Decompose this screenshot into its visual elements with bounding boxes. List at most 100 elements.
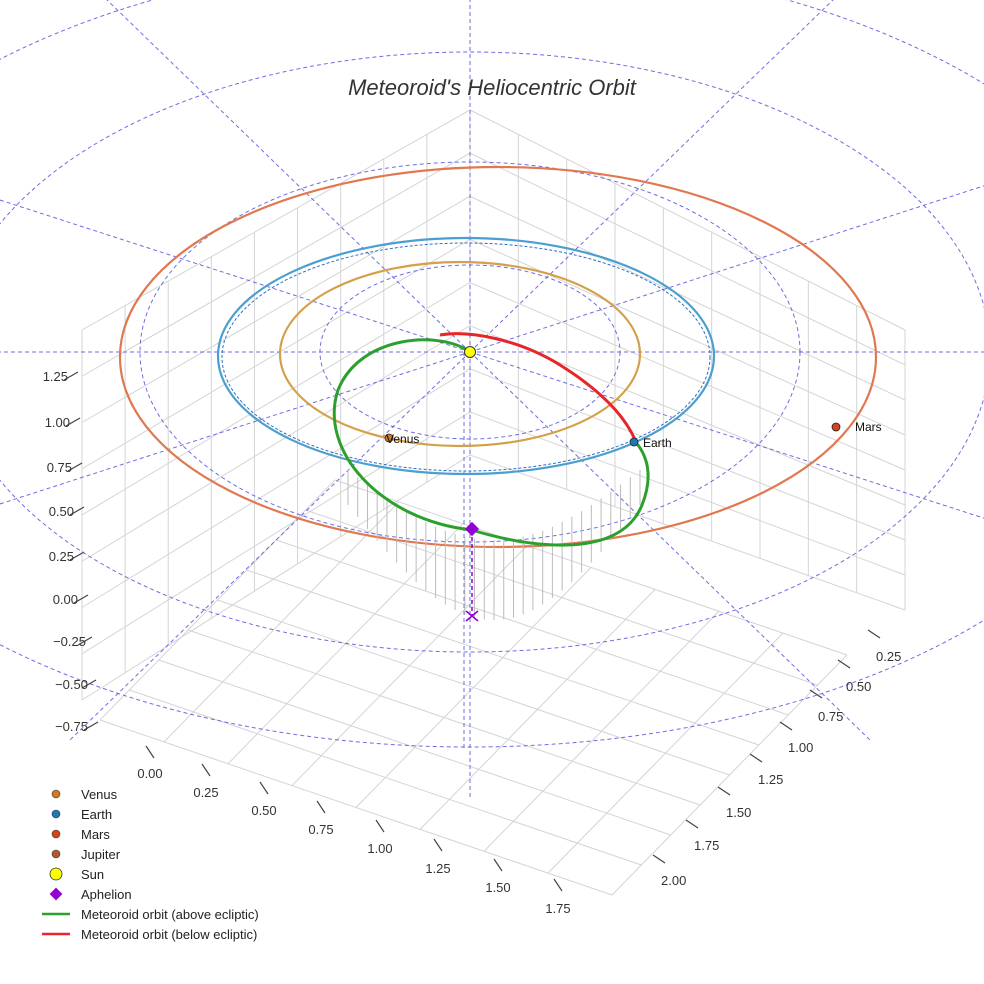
planet-labels: Venus Earth Mars [386, 420, 882, 450]
z-tick-mark [73, 594, 89, 604]
x-tick-label: 1.75 [545, 901, 570, 916]
y-tick-mark [685, 819, 699, 829]
wall-grid-line [81, 109, 906, 331]
wall-grid-line [81, 454, 906, 701]
floor-grid-line [276, 539, 789, 716]
mars-label: Mars [855, 420, 882, 434]
x-tick-label: 0.25 [193, 785, 218, 800]
y-tick-label: 1.25 [758, 772, 783, 787]
y-tick-label: 1.00 [788, 740, 813, 755]
floor-grid-line [334, 479, 848, 656]
z-axis-ticks: −0.75 −0.50 −0.25 0.00 0.25 0.50 0.75 1.… [43, 369, 88, 734]
legend-label: Meteoroid orbit (below ecliptic) [81, 927, 257, 942]
y-tick-label: 2.00 [661, 873, 686, 888]
legend-label: Venus [81, 787, 118, 802]
y-tick-label: 0.25 [876, 649, 901, 664]
legend-jupiter-swatch [51, 849, 61, 859]
floor-grid-line [129, 689, 642, 866]
venus-label: Venus [386, 432, 419, 446]
z-tick-mark [81, 679, 97, 689]
legend: Venus Earth Mars Jupiter Sun Aphelion Meteoroi… [42, 787, 259, 942]
y-tick-label: 0.50 [846, 679, 871, 694]
markers [384, 346, 841, 622]
reference-spoke [0, 199, 471, 353]
y-tick-label: 0.75 [818, 709, 843, 724]
reference-spoke [0, 351, 471, 505]
sun-marker [464, 346, 476, 358]
z-tick-mark [77, 636, 93, 646]
mars-marker [831, 422, 841, 432]
earth-label: Earth [643, 436, 672, 450]
z-tick-mark [67, 462, 83, 472]
floor-grid-line [217, 599, 730, 776]
y-tick-mark [809, 689, 823, 699]
reference-spoke [106, 0, 471, 353]
z-tick-label: 0.75 [47, 460, 72, 475]
y-tick-mark [749, 753, 763, 763]
earth-marker [629, 437, 639, 447]
meteoroid-orbit-below [439, 332, 638, 443]
z-tick-label: 1.00 [45, 415, 70, 430]
y-tick-label: 1.50 [726, 805, 751, 820]
z-tick-mark [65, 417, 81, 427]
y-tick-mark [717, 786, 731, 796]
axes-grid [63, 109, 906, 896]
x-tick-mark [433, 838, 443, 852]
wall-grid-line [81, 238, 906, 470]
orbits [118, 165, 878, 620]
venus-marker [384, 433, 394, 443]
floor-grid-line [99, 719, 613, 896]
z-tick-label: −0.50 [55, 677, 88, 692]
aphelion-marker [464, 521, 480, 537]
z-tick-label: 0.50 [49, 504, 74, 519]
reference-spoke [69, 351, 471, 741]
z-tick-mark [69, 551, 85, 561]
floor-grid-line [158, 659, 671, 836]
floor-grid-line [246, 569, 760, 746]
x-tick-label: 1.25 [425, 861, 450, 876]
floor-grid-line [305, 509, 818, 686]
x-tick-mark [375, 819, 385, 833]
x-tick-label: 0.00 [137, 766, 162, 781]
legend-venus-swatch [51, 789, 61, 799]
y-axis-ticks: 0.25 0.50 0.75 1.00 1.25 1.50 1.75 2.00 [661, 649, 901, 888]
wall-grid-line [81, 325, 906, 562]
legend-label: Sun [81, 867, 104, 882]
earth-orbit-dashed [221, 242, 711, 472]
z-tick-label: −0.75 [55, 719, 88, 734]
y-tick-mark [837, 659, 851, 669]
aphelion-projection-marker [465, 610, 479, 622]
z-tick-label: 1.25 [43, 369, 68, 384]
floor-grid-line [187, 629, 701, 806]
legend-earth-swatch [51, 809, 61, 819]
x-tick-label: 1.00 [367, 841, 392, 856]
x-tick-mark [145, 745, 155, 759]
z-tick-mark [63, 371, 79, 381]
venus-orbit [278, 260, 642, 448]
legend-label: Jupiter [81, 847, 121, 862]
z-tick-label: 0.25 [49, 549, 74, 564]
x-tick-label: 1.50 [485, 880, 510, 895]
z-tick-label: 0.00 [53, 592, 78, 607]
x-axis-ticks: 0.00 0.25 0.50 0.75 1.00 1.25 1.50 1.75 [137, 766, 570, 916]
earth-orbit [216, 236, 716, 476]
legend-label: Mars [81, 827, 110, 842]
x-tick-mark [493, 858, 503, 872]
x-tick-mark [259, 781, 269, 795]
reference-spoke [469, 351, 984, 519]
x-tick-mark [201, 763, 211, 777]
reference-spoke [469, 0, 834, 353]
y-tick-mark [867, 629, 881, 639]
y-tick-mark [779, 721, 793, 731]
x-tick-mark [553, 878, 563, 892]
legend-sun-swatch [49, 867, 63, 881]
y-tick-mark [652, 854, 666, 864]
chart-title: Meteoroid's Heliocentric Orbit [348, 75, 637, 100]
mars-orbit [118, 165, 878, 549]
legend-label: Meteoroid orbit (above ecliptic) [81, 907, 259, 922]
legend-aphelion-swatch [49, 887, 63, 901]
legend-label: Earth [81, 807, 112, 822]
x-tick-mark [316, 800, 326, 814]
z-tick-mark [69, 506, 85, 516]
